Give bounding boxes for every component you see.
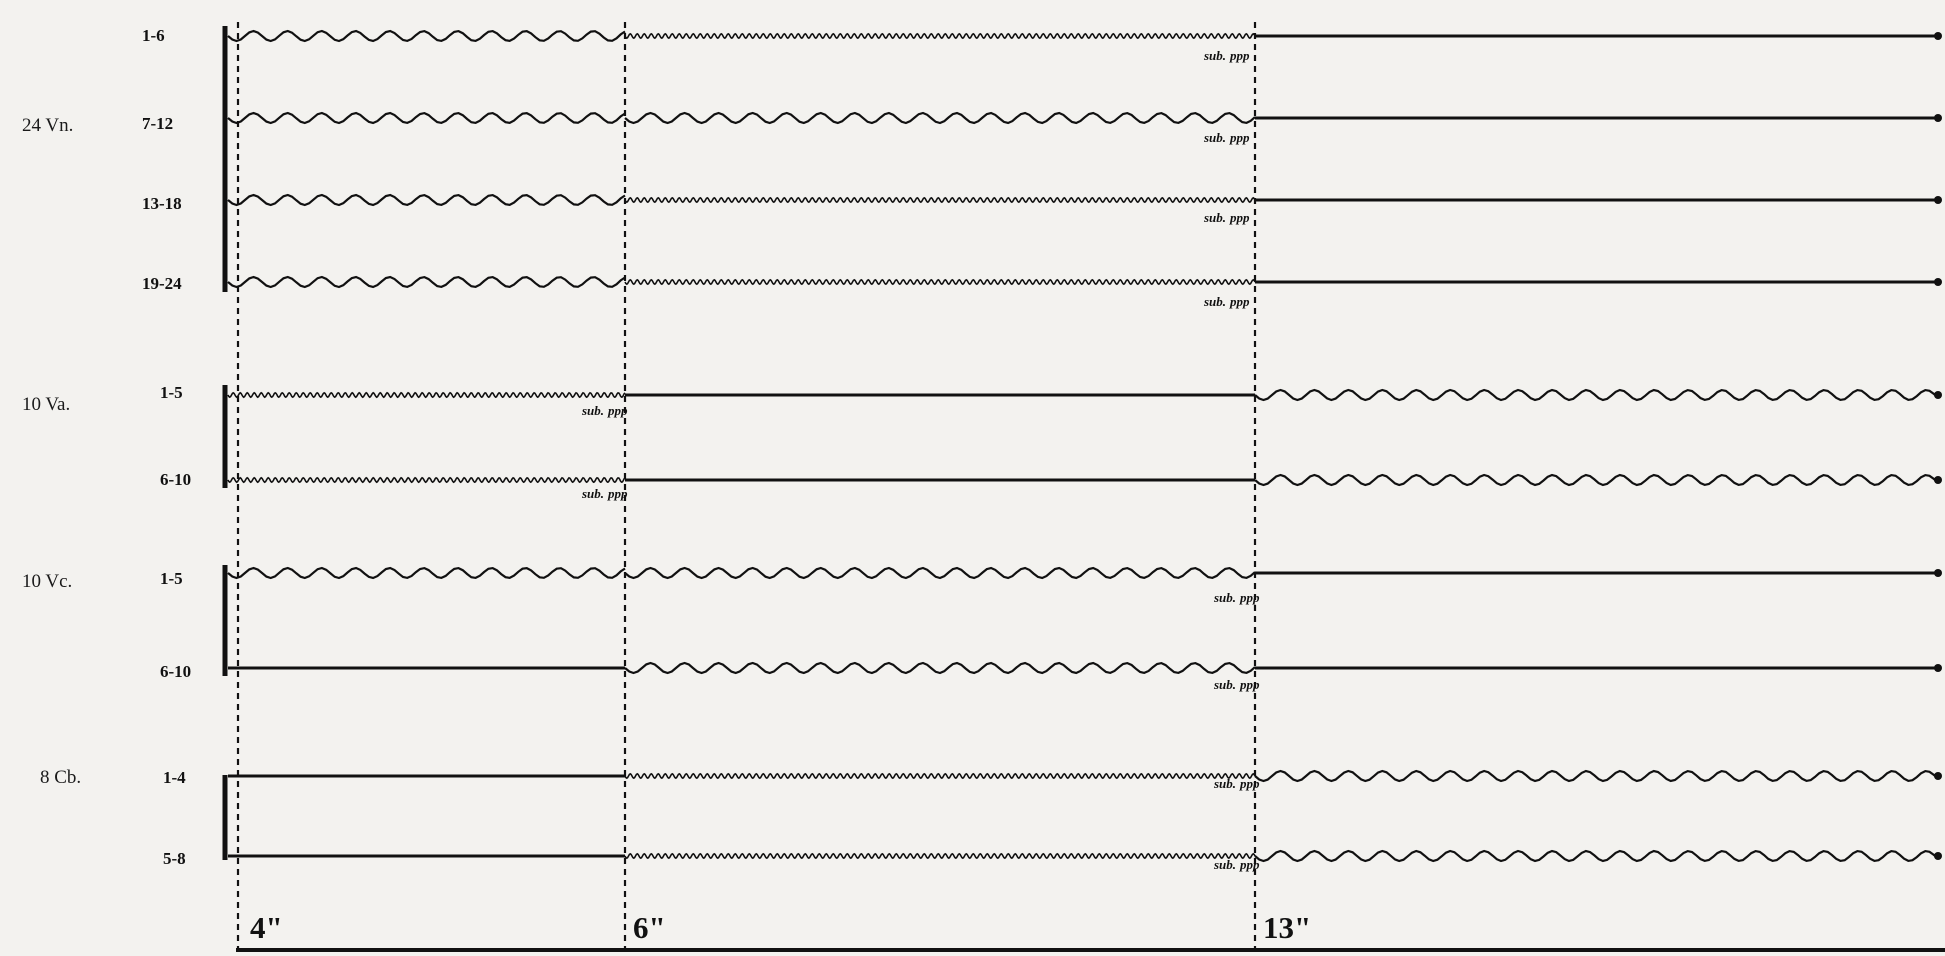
end-dot [1934, 772, 1942, 780]
range-label-vn-1: 1-6 [142, 26, 165, 45]
range-label-vc-1: 1-5 [160, 569, 183, 588]
trill-line [624, 852, 1256, 860]
dynamic-marking: sub. ppp [1214, 857, 1260, 872]
section-label-violins: 24 Vn. [22, 115, 74, 136]
end-dot [1934, 278, 1942, 286]
dynamic-marking: sub. ppp [1214, 677, 1260, 692]
vibrato-line [1254, 769, 1939, 783]
dynamic-marking: sub. ppp [582, 403, 628, 418]
vibrato-line [227, 275, 626, 289]
end-dot [1934, 32, 1942, 40]
vibrato-line [1254, 849, 1939, 863]
vibrato-line [624, 111, 1256, 125]
end-dot [1934, 476, 1942, 484]
end-dot [1934, 196, 1942, 204]
trill-line [624, 32, 1256, 40]
trill-line [227, 476, 626, 484]
time-mark-6s: 6" [633, 910, 666, 945]
trill-line [624, 772, 1256, 780]
range-label-vn-4: 19-24 [142, 274, 182, 293]
end-dot [1934, 391, 1942, 399]
time-mark-4s: 4" [250, 910, 283, 945]
dynamic-marking: sub. ppp [1204, 210, 1250, 225]
time-mark-13s: 13" [1263, 910, 1312, 945]
vibrato-line [1254, 473, 1939, 487]
dynamic-marking: sub. ppp [582, 486, 628, 501]
dynamic-marking: sub. ppp [1204, 130, 1250, 145]
end-dot [1934, 852, 1942, 860]
dynamic-marking: sub. ppp [1214, 590, 1260, 605]
dynamic-marking: sub. ppp [1204, 294, 1250, 309]
dynamic-marking: sub. ppp [1204, 48, 1250, 63]
trill-line [624, 196, 1256, 204]
vibrato-line [1254, 388, 1939, 402]
trill-line [624, 278, 1256, 286]
end-dot [1934, 569, 1942, 577]
section-label-violas: 10 Va. [22, 394, 71, 415]
range-label-va-1: 1-5 [160, 383, 183, 402]
range-label-vc-2: 6-10 [160, 662, 192, 681]
dynamic-marking: sub. ppp [1214, 776, 1260, 791]
section-label-basses: 8 Cb. [40, 767, 82, 788]
trill-line [227, 391, 626, 399]
vibrato-line [227, 566, 626, 580]
range-label-va-2: 6-10 [160, 470, 192, 489]
end-dot [1934, 664, 1942, 672]
vibrato-line [227, 29, 626, 43]
range-label-vn-2: 7-12 [142, 114, 174, 133]
range-label-vn-3: 13-18 [142, 194, 182, 213]
end-dot [1934, 114, 1942, 122]
vibrato-line [227, 111, 626, 125]
vibrato-line [624, 661, 1256, 675]
range-label-cb-1: 1-4 [163, 768, 186, 787]
vibrato-line [624, 566, 1256, 580]
range-label-cb-2: 5-8 [163, 849, 186, 868]
section-label-cellos: 10 Vc. [22, 571, 73, 592]
vibrato-line [227, 193, 626, 207]
